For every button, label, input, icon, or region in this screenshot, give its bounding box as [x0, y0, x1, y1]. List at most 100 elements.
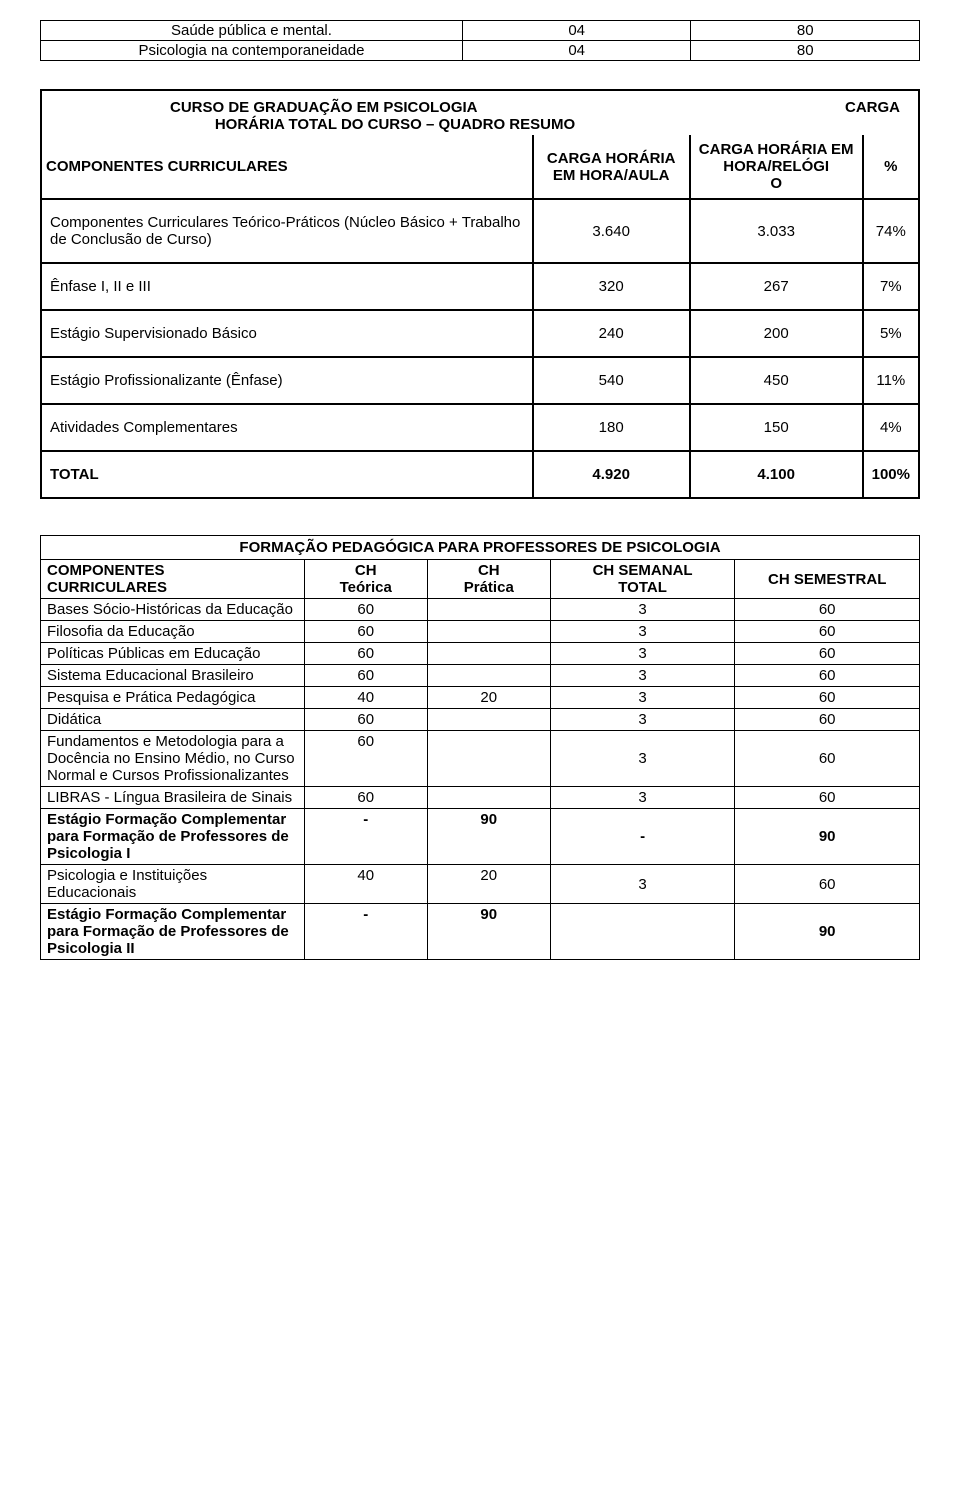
formacao-row-name: Didática: [41, 709, 305, 731]
formacao-hdr-teorica: CHTeórica: [304, 560, 427, 599]
summary-row-pct: 5%: [863, 310, 919, 357]
formacao-row-teorica: 40: [304, 865, 427, 904]
summary-row: Componentes Curriculares Teórico-Prático…: [41, 199, 919, 263]
formacao-row-teorica: -: [304, 809, 427, 865]
formacao-section-title: FORMAÇÃO PEDAGÓGICA PARA PROFESSORES DE …: [41, 536, 920, 560]
formacao-row: Estágio Formação Complementar para Forma…: [41, 809, 920, 865]
formacao-row-name: Políticas Públicas em Educação: [41, 643, 305, 665]
summary-total-relogio: 4.100: [690, 451, 863, 498]
formacao-row: LIBRAS - Língua Brasileira de Sinais6036…: [41, 787, 920, 809]
top-row-name: Psicologia na contemporaneidade: [41, 41, 463, 61]
formacao-row-semanal: 3: [550, 865, 735, 904]
formacao-row-teorica: 40: [304, 687, 427, 709]
formacao-row-pratica: [427, 731, 550, 787]
formacao-row-name: Fundamentos e Metodologia para a Docênci…: [41, 731, 305, 787]
formacao-row-teorica: 60: [304, 665, 427, 687]
summary-row: Estágio Supervisionado Básico2402005%: [41, 310, 919, 357]
summary-row-relogio: 267: [690, 263, 863, 310]
formacao-row-pratica: [427, 621, 550, 643]
formacao-hdr-pratica: CHPrática: [427, 560, 550, 599]
formacao-row-name: LIBRAS - Língua Brasileira de Sinais: [41, 787, 305, 809]
summary-row: Ênfase I, II e III3202677%: [41, 263, 919, 310]
formacao-row: Bases Sócio-Históricas da Educação60360: [41, 599, 920, 621]
formacao-row-pratica: [427, 665, 550, 687]
top-table: Saúde pública e mental.0480Psicologia na…: [40, 20, 920, 61]
formacao-row-semanal: 3: [550, 731, 735, 787]
summary-title-1: CURSO DE GRADUAÇÃO EM PSICOLOGIA: [170, 99, 478, 116]
formacao-row-pratica: 90: [427, 904, 550, 960]
formacao-row: Didática60360: [41, 709, 920, 731]
summary-row-aula: 240: [533, 310, 690, 357]
summary-total-aula: 4.920: [533, 451, 690, 498]
summary-title-right: CARGA: [845, 99, 900, 116]
top-row-name: Saúde pública e mental.: [41, 21, 463, 41]
summary-hdr-aula: CARGA HORÁRIA EM HORA/AULA: [533, 135, 690, 199]
formacao-row-semestral: 90: [735, 904, 920, 960]
formacao-row-semanal: 3: [550, 621, 735, 643]
formacao-row-semestral: 60: [735, 709, 920, 731]
formacao-row-semanal: -: [550, 809, 735, 865]
summary-total-label: TOTAL: [41, 451, 533, 498]
formacao-row-semanal: 3: [550, 709, 735, 731]
summary-row-pct: 74%: [863, 199, 919, 263]
formacao-hdr-semestral: CH SEMESTRAL: [735, 560, 920, 599]
summary-row-desc: Componentes Curriculares Teórico-Prático…: [41, 199, 533, 263]
summary-row: Estágio Profissionalizante (Ênfase)54045…: [41, 357, 919, 404]
summary-row-pct: 7%: [863, 263, 919, 310]
formacao-row: Pesquisa e Prática Pedagógica4020360: [41, 687, 920, 709]
formacao-row-pratica: 20: [427, 687, 550, 709]
formacao-row-teorica: 60: [304, 599, 427, 621]
formacao-row: Filosofia da Educação60360: [41, 621, 920, 643]
formacao-row-teorica: 60: [304, 731, 427, 787]
formacao-row-teorica: 60: [304, 621, 427, 643]
top-table-row: Saúde pública e mental.0480: [41, 21, 920, 41]
top-row-v1: 04: [462, 21, 691, 41]
summary-row-aula: 3.640: [533, 199, 690, 263]
summary-total-pct: 100%: [863, 451, 919, 498]
formacao-row-semanal: 3: [550, 687, 735, 709]
formacao-row-pratica: [427, 787, 550, 809]
formacao-hdr-componentes: COMPONENTESCURRICULARES: [41, 560, 305, 599]
summary-hdr-componentes: COMPONENTES CURRICULARES: [41, 135, 533, 199]
formacao-row: Fundamentos e Metodologia para a Docênci…: [41, 731, 920, 787]
formacao-row-pratica: [427, 599, 550, 621]
formacao-row-name: Psicologia e Instituições Educacionais: [41, 865, 305, 904]
formacao-row-pratica: [427, 643, 550, 665]
formacao-row-name: Sistema Educacional Brasileiro: [41, 665, 305, 687]
formacao-row-name: Estágio Formação Complementar para Forma…: [41, 809, 305, 865]
summary-title-2: HORÁRIA TOTAL DO CURSO – QUADRO RESUMO: [50, 116, 910, 133]
formacao-row-semestral: 60: [735, 687, 920, 709]
summary-row-relogio: 200: [690, 310, 863, 357]
formacao-row-semanal: 3: [550, 643, 735, 665]
summary-table: CURSO DE GRADUAÇÃO EM PSICOLOGIA CARGA H…: [40, 89, 920, 499]
formacao-row-pratica: [427, 709, 550, 731]
formacao-row-semestral: 60: [735, 731, 920, 787]
formacao-row-teorica: -: [304, 904, 427, 960]
formacao-row-name: Pesquisa e Prática Pedagógica: [41, 687, 305, 709]
formacao-row-semanal: 3: [550, 787, 735, 809]
formacao-row: Sistema Educacional Brasileiro60360: [41, 665, 920, 687]
formacao-row: Psicologia e Instituições Educacionais40…: [41, 865, 920, 904]
formacao-row: Estágio Formação Complementar para Forma…: [41, 904, 920, 960]
formacao-row-pratica: 20: [427, 865, 550, 904]
summary-hdr-pct: %: [863, 135, 919, 199]
summary-row-relogio: 150: [690, 404, 863, 451]
summary-row-aula: 540: [533, 357, 690, 404]
formacao-row-semestral: 60: [735, 599, 920, 621]
formacao-hdr-semanal: CH SEMANALTOTAL: [550, 560, 735, 599]
summary-row-desc: Estágio Profissionalizante (Ênfase): [41, 357, 533, 404]
summary-hdr-relogio: CARGA HORÁRIA EM HORA/RELÓGI O: [690, 135, 863, 199]
formacao-row-semanal: 3: [550, 665, 735, 687]
top-row-v2: 80: [691, 41, 920, 61]
formacao-row-name: Filosofia da Educação: [41, 621, 305, 643]
summary-row-relogio: 3.033: [690, 199, 863, 263]
summary-row-pct: 4%: [863, 404, 919, 451]
formacao-row-semestral: 60: [735, 665, 920, 687]
summary-row-relogio: 450: [690, 357, 863, 404]
summary-row-desc: Estágio Supervisionado Básico: [41, 310, 533, 357]
formacao-row-name: Bases Sócio-Históricas da Educação: [41, 599, 305, 621]
formacao-row-teorica: 60: [304, 709, 427, 731]
formacao-table: FORMAÇÃO PEDAGÓGICA PARA PROFESSORES DE …: [40, 535, 920, 960]
top-table-row: Psicologia na contemporaneidade0480: [41, 41, 920, 61]
summary-row-aula: 320: [533, 263, 690, 310]
